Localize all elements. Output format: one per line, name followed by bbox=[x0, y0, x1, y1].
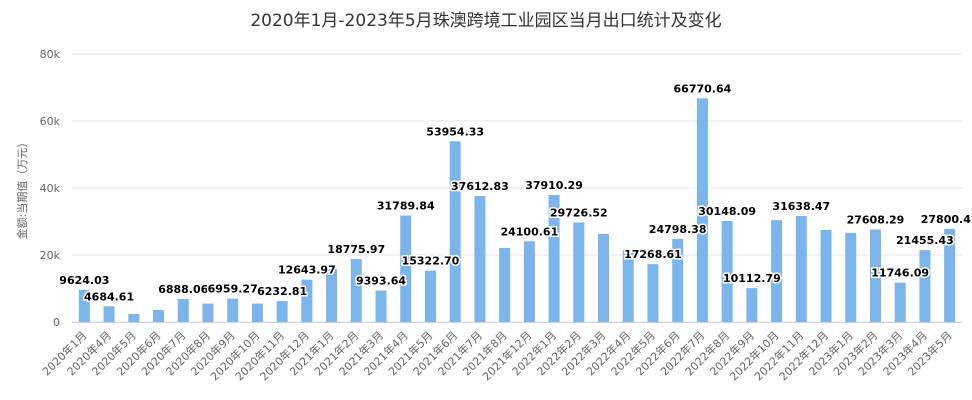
bar bbox=[696, 98, 708, 322]
bar bbox=[622, 249, 634, 322]
data-label: 11746.09 bbox=[871, 267, 929, 280]
bar bbox=[251, 303, 263, 322]
data-label: 31638.47 bbox=[772, 200, 830, 213]
bar bbox=[647, 264, 659, 322]
bar bbox=[424, 270, 436, 322]
data-label: 12643.97 bbox=[278, 264, 336, 277]
bar bbox=[548, 195, 560, 322]
y-tick-label: 0 bbox=[53, 316, 60, 329]
y-tick-label: 80k bbox=[40, 48, 61, 61]
bar bbox=[894, 282, 906, 322]
bar bbox=[869, 229, 881, 322]
bar bbox=[227, 298, 239, 322]
bar bbox=[128, 313, 140, 322]
chart-title: 2020年1月-2023年5月珠澳跨境工业园区当月出口统计及变化 bbox=[250, 11, 722, 31]
data-label: 66770.64 bbox=[674, 82, 732, 95]
y-tick-label: 60k bbox=[40, 115, 61, 128]
data-label: 37910.29 bbox=[525, 179, 583, 192]
bar bbox=[845, 232, 857, 322]
bar bbox=[499, 247, 511, 322]
bar bbox=[449, 141, 461, 322]
bar bbox=[771, 220, 783, 322]
bar bbox=[672, 238, 684, 322]
bar bbox=[919, 250, 931, 322]
data-label: 21455.43 bbox=[896, 234, 954, 247]
data-label: 6888.06 bbox=[158, 283, 208, 296]
y-tick-label: 20k bbox=[40, 249, 61, 262]
data-label: 27608.29 bbox=[847, 214, 905, 227]
bar bbox=[573, 222, 585, 322]
bar bbox=[375, 290, 387, 322]
bar bbox=[721, 221, 733, 322]
bar bbox=[400, 215, 412, 322]
bar bbox=[746, 288, 758, 322]
y-axis-label: 金额:当期值（万元） bbox=[15, 137, 29, 240]
bar bbox=[177, 298, 189, 322]
data-label: 10112.79 bbox=[723, 272, 781, 285]
bar bbox=[326, 269, 338, 322]
bar bbox=[301, 279, 313, 322]
bar bbox=[795, 216, 807, 322]
data-label: 17268.61 bbox=[624, 248, 682, 261]
bar bbox=[202, 303, 214, 322]
data-label: 24100.61 bbox=[500, 225, 558, 238]
data-label: 53954.33 bbox=[426, 125, 484, 138]
bar bbox=[944, 228, 956, 322]
data-label: 30148.09 bbox=[698, 205, 756, 218]
bar bbox=[523, 241, 535, 322]
bar bbox=[598, 233, 610, 322]
data-label: 29726.52 bbox=[550, 206, 608, 219]
bar bbox=[474, 195, 486, 322]
y-tick-label: 40k bbox=[40, 182, 61, 195]
bar bbox=[820, 229, 832, 322]
data-label: 6959.27 bbox=[208, 283, 258, 296]
data-label: 4684.61 bbox=[84, 290, 134, 303]
data-label: 24798.38 bbox=[649, 223, 707, 236]
data-label: 15322.70 bbox=[402, 255, 460, 268]
bar bbox=[350, 259, 362, 322]
data-label: 9393.64 bbox=[356, 275, 406, 288]
data-label: 6232.81 bbox=[257, 285, 307, 298]
bar bbox=[276, 301, 288, 322]
bar bbox=[103, 306, 115, 322]
bar bbox=[78, 289, 90, 322]
data-label: 31789.84 bbox=[377, 200, 435, 213]
data-label: 18775.97 bbox=[327, 243, 385, 256]
bar bbox=[153, 309, 165, 322]
data-label: 9624.03 bbox=[59, 274, 109, 287]
data-label: 27800.42 bbox=[921, 213, 972, 226]
data-label: 37612.83 bbox=[451, 180, 509, 193]
